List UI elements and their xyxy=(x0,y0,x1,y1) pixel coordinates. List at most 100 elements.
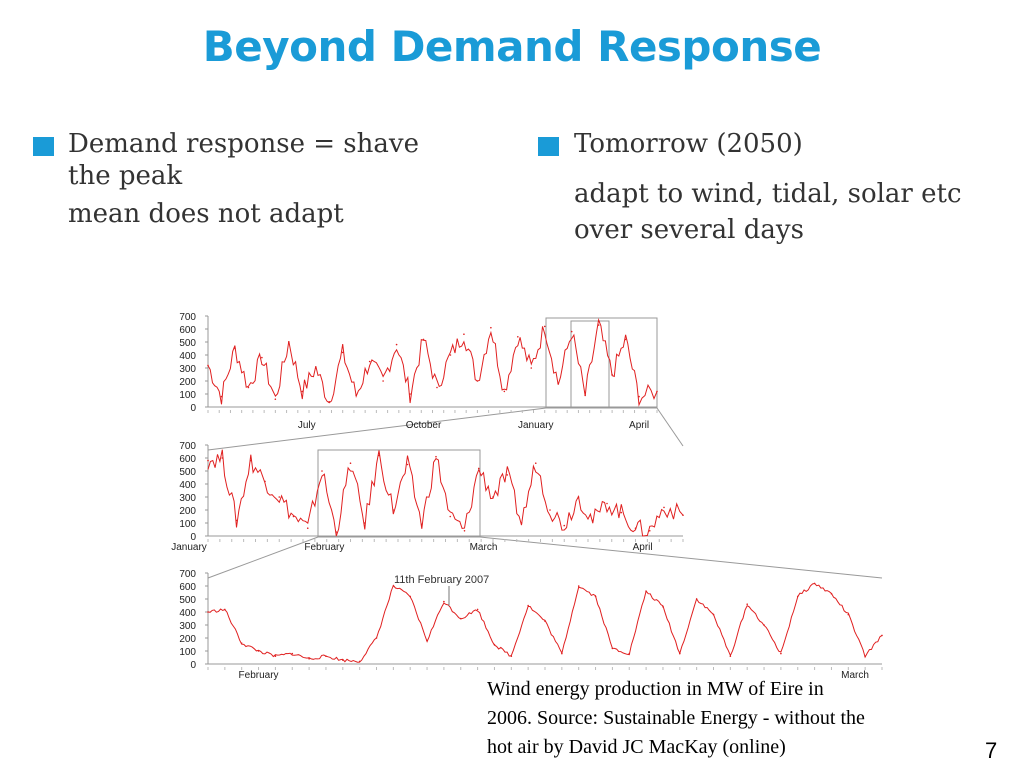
data-point xyxy=(679,652,681,655)
right-bullet-line: Tomorrow (2050) xyxy=(574,129,803,159)
data-point xyxy=(490,326,492,329)
y-tick-label: 700 xyxy=(179,569,196,580)
left-bullet-line: mean does not adapt xyxy=(68,199,344,229)
zoom-line xyxy=(207,407,547,451)
left-bullet-line: Demand response = shave xyxy=(68,129,419,159)
data-point xyxy=(477,467,480,470)
chart-panel-middle: 0 100 200 300 400 500 600 700 January February Mar… xyxy=(171,441,684,553)
data-point xyxy=(492,496,494,498)
data-point xyxy=(591,519,594,522)
y-tick-label: 600 xyxy=(179,325,196,336)
data-point xyxy=(570,330,573,333)
data-point xyxy=(561,652,563,655)
data-point xyxy=(506,474,509,476)
x-tick-label: March xyxy=(470,542,498,553)
data-point xyxy=(577,496,580,498)
data-point xyxy=(435,455,437,458)
y-tick-label: 600 xyxy=(179,454,196,465)
data-point xyxy=(382,380,384,382)
data-point xyxy=(314,367,317,369)
left-bullet-line: the peak xyxy=(68,161,183,191)
data-point xyxy=(459,617,462,620)
zoom-box-1 xyxy=(545,317,658,409)
data-point xyxy=(557,382,560,385)
series-line xyxy=(207,449,684,537)
data-point xyxy=(368,360,371,363)
data-point xyxy=(221,457,224,459)
data-point xyxy=(563,524,566,527)
right-bullet-line: adapt to wind, tidal, solar etc xyxy=(574,179,962,209)
zoom-line xyxy=(479,536,883,579)
series-line xyxy=(207,582,883,663)
data-point xyxy=(207,611,209,613)
data-point xyxy=(278,496,281,498)
square-bullet-icon xyxy=(33,137,54,156)
data-point xyxy=(534,462,537,465)
zoom-line xyxy=(656,407,684,447)
data-point xyxy=(392,509,395,511)
data-point xyxy=(358,660,361,663)
data-point xyxy=(274,398,277,401)
data-point xyxy=(864,655,866,657)
chart-axis xyxy=(207,316,657,408)
right-bullet: Tomorrow (2050) adapt to wind, tidal, so… xyxy=(574,124,1014,250)
zoom-connectors xyxy=(207,317,883,579)
chart-axis xyxy=(207,445,683,537)
data-point xyxy=(264,480,266,483)
data-point xyxy=(695,598,698,600)
chart-axis xyxy=(207,573,882,665)
data-point xyxy=(628,652,631,655)
data-point xyxy=(207,459,209,462)
y-tick-label: 500 xyxy=(179,338,196,349)
data-point xyxy=(594,595,597,598)
data-point xyxy=(325,655,327,657)
data-point xyxy=(406,463,409,466)
slide-title: Beyond Demand Response xyxy=(202,22,822,71)
data-point xyxy=(247,386,250,389)
x-tick-label: March xyxy=(841,670,869,681)
x-tick-label: January xyxy=(518,420,554,431)
data-point xyxy=(520,522,523,524)
data-point xyxy=(476,380,479,382)
x-tick-label: February xyxy=(239,670,279,681)
data-point xyxy=(240,642,243,644)
page-number: 7 xyxy=(985,738,998,763)
data-point xyxy=(763,624,765,626)
data-point xyxy=(881,634,883,637)
data-point xyxy=(375,637,378,639)
figure-caption: Wind energy production in MW of Eire in … xyxy=(487,678,865,758)
y-tick-label: 300 xyxy=(179,621,196,632)
data-point xyxy=(847,613,850,616)
data-point xyxy=(249,459,252,462)
y-tick-label: 700 xyxy=(179,312,196,323)
data-point xyxy=(620,511,623,514)
y-tick-label: 700 xyxy=(179,441,196,452)
data-point xyxy=(527,604,529,607)
data-point xyxy=(308,658,310,660)
data-point xyxy=(288,341,290,343)
y-tick-label: 100 xyxy=(179,390,196,401)
data-point xyxy=(449,354,452,356)
data-point xyxy=(493,643,496,646)
x-tick-label: January xyxy=(171,542,207,553)
x-tick-label: February xyxy=(304,542,344,553)
x-tick-label: April xyxy=(633,542,653,553)
data-point xyxy=(436,386,438,389)
chart-panel-top: 0 100 200 300 400 500 600 700 July October January… xyxy=(179,312,658,431)
data-point xyxy=(257,650,260,652)
data-point xyxy=(606,502,608,505)
y-tick-label: 200 xyxy=(179,634,196,645)
data-point xyxy=(449,515,452,518)
y-tick-label: 500 xyxy=(179,595,196,606)
data-point xyxy=(409,393,411,395)
right-bullet-line: over several days xyxy=(574,215,804,245)
data-point xyxy=(392,585,395,587)
data-point xyxy=(597,324,600,326)
data-point xyxy=(342,659,344,661)
data-point xyxy=(443,600,445,603)
data-point xyxy=(292,515,295,518)
data-point xyxy=(395,343,398,346)
data-point xyxy=(577,585,580,587)
data-point xyxy=(301,390,304,393)
zoom-box-2 xyxy=(317,449,481,538)
